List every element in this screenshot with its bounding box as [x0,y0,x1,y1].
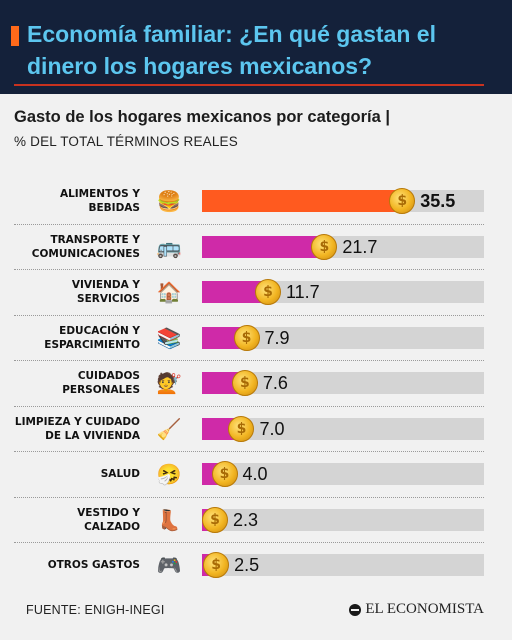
bar-track [202,554,484,576]
brand-mark-icon [349,603,362,616]
books-icon: 📚 [156,325,182,350]
coin-icon: $ [201,506,228,533]
house-icon: 🏠 [156,280,182,304]
bar-track [202,463,484,485]
bar-track [202,326,484,349]
value-label-educacion-y-esparcimiento: 7.9 [264,327,290,348]
bus-icon: 🚌 [156,234,182,259]
chart-subtitle: % DEL TOTAL TÉRMINOS REALES [14,134,238,149]
category-label-alimentos-y-bebidas: ALIMENTOS Y BEBIDAS [59,188,140,214]
value-label-limpieza-y-cuidado-de-la-vivienda: 7.0 [259,418,285,439]
row-separator [14,451,484,453]
category-label-vestido-y-calzado: VESTIDO Y CALZADO [77,506,140,533]
row-separator [14,223,484,225]
bar-vivienda-y-servicios [202,281,268,303]
coin-icon: $ [254,279,281,305]
gamepad-icon: 🎮 [156,553,182,577]
burger-icon: 🍔 [156,189,182,213]
category-label-vivienda-y-servicios: VIVIENDA Y SERVICIOS [71,279,140,305]
brand-logo: EL ECONOMISTA [349,601,484,618]
boot-icon: 👢 [156,507,182,532]
row-separator [14,360,484,362]
category-label-educacion-y-esparcimiento: EDUCACIÓN Y ESPARCIMIENTO [44,324,140,351]
source-note: FUENTE: ENIGH-INEGI [26,603,165,617]
header-banner: Economía familiar: ¿En qué gastan el din… [0,0,512,94]
bar-track [202,508,484,531]
coin-icon: $ [389,188,416,214]
value-label-otros-gastos: 2.5 [234,555,260,575]
coin-icon: $ [233,324,260,351]
coin-icon: $ [203,552,230,578]
page-title: Economía familiar: ¿En qué gastan el din… [27,21,436,79]
value-label-transporte-y-comunicaciones: 21.7 [342,236,378,257]
brand-name: EL ECONOMISTA [365,601,484,617]
value-label-salud: 4.0 [242,464,268,484]
coin-icon: $ [231,370,258,396]
category-label-salud: SALUD [100,468,140,480]
row-separator [14,542,484,544]
value-label-cuidados-personales: 7.6 [262,373,288,393]
title-accent-marker [11,26,19,46]
broom-icon: 🧹 [156,416,182,441]
category-label-limpieza-y-cuidado-de-la-vivienda: LIMPIEZA Y CUIDADO DE LA VIVIENDA [14,415,140,442]
haircut-icon: 💇 [156,371,182,395]
coin-icon: $ [311,233,338,260]
title-rule [14,84,484,86]
row-separator [14,405,484,407]
bar-transporte-y-comunicaciones [202,235,325,258]
bar-alimentos-y-bebidas [202,190,403,212]
category-label-cuidados-personales: CUIDADOS PERSONALES [62,370,140,396]
row-separator [14,496,484,498]
chart-title: Gasto de los hogares mexicanos por categ… [14,108,390,126]
coin-icon: $ [228,415,255,442]
coin-icon: $ [211,461,238,487]
row-separator [14,314,484,316]
value-label-vivienda-y-servicios: 11.7 [285,282,320,302]
value-label-vestido-y-calzado: 2.3 [232,509,258,530]
sick-face-icon: 🤧 [156,462,182,486]
category-label-transporte-y-comunicaciones: TRANSPORTE Y COMUNICACIONES [31,233,140,260]
category-label-otros-gastos: OTROS GASTOS [47,559,140,571]
bar-track [202,372,484,394]
row-separator [14,269,484,271]
value-label-alimentos-y-bebidas: 35.5 [420,191,456,211]
bar-track [202,417,484,440]
